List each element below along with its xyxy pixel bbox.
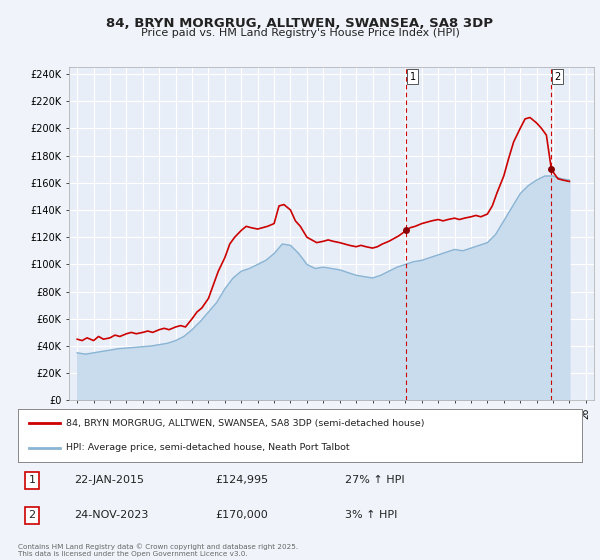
Text: £170,000: £170,000 [215,510,268,520]
Text: 27% ↑ HPI: 27% ↑ HPI [345,475,405,485]
Text: 3% ↑ HPI: 3% ↑ HPI [345,510,397,520]
Text: 1: 1 [410,72,416,82]
Text: Contains HM Land Registry data © Crown copyright and database right 2025.
This d: Contains HM Land Registry data © Crown c… [18,544,298,557]
Text: HPI: Average price, semi-detached house, Neath Port Talbot: HPI: Average price, semi-detached house,… [66,443,350,452]
Text: 84, BRYN MORGRUG, ALLTWEN, SWANSEA, SA8 3DP: 84, BRYN MORGRUG, ALLTWEN, SWANSEA, SA8 … [107,17,493,30]
Text: 84, BRYN MORGRUG, ALLTWEN, SWANSEA, SA8 3DP (semi-detached house): 84, BRYN MORGRUG, ALLTWEN, SWANSEA, SA8 … [66,419,424,428]
Text: 22-JAN-2015: 22-JAN-2015 [74,475,145,485]
Text: 2: 2 [29,510,35,520]
Text: Price paid vs. HM Land Registry's House Price Index (HPI): Price paid vs. HM Land Registry's House … [140,28,460,38]
Text: 24-NOV-2023: 24-NOV-2023 [74,510,149,520]
Text: £124,995: £124,995 [215,475,269,485]
Text: 1: 1 [29,475,35,485]
Text: 2: 2 [554,72,561,82]
